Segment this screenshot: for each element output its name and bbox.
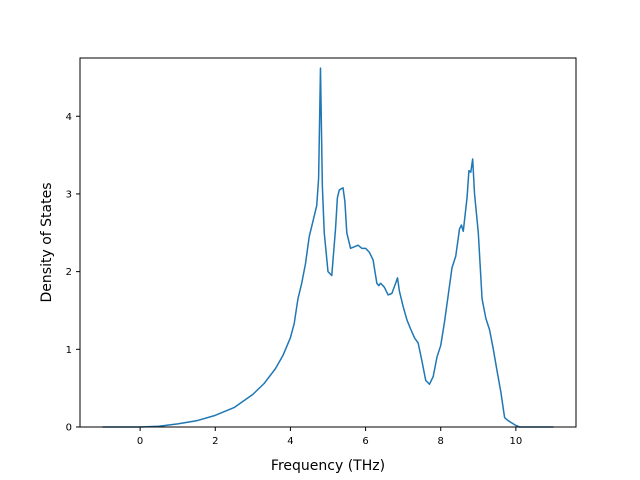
y-tick-label: 1: [66, 345, 72, 356]
x-axis-label: Frequency (THz): [271, 458, 385, 474]
y-tick-label: 2: [66, 267, 72, 278]
x-tick-label: 8: [438, 436, 444, 447]
x-tick-label: 0: [137, 436, 143, 447]
y-tick-label: 3: [66, 189, 72, 200]
x-tick-label: 2: [212, 436, 218, 447]
axis-ticks: 0 2 4 6 8 10 0 1 2 3 4: [66, 112, 523, 447]
x-tick-label: 4: [287, 436, 293, 447]
y-axis-label: Density of States: [39, 183, 55, 303]
dos-line: [102, 67, 554, 428]
y-tick-label: 4: [66, 112, 72, 123]
plot-frame: [79, 57, 577, 428]
x-tick-label: 6: [362, 436, 368, 447]
x-tick-label: 10: [510, 436, 523, 447]
y-tick-label: 0: [66, 423, 72, 434]
series-layer: [102, 67, 554, 428]
